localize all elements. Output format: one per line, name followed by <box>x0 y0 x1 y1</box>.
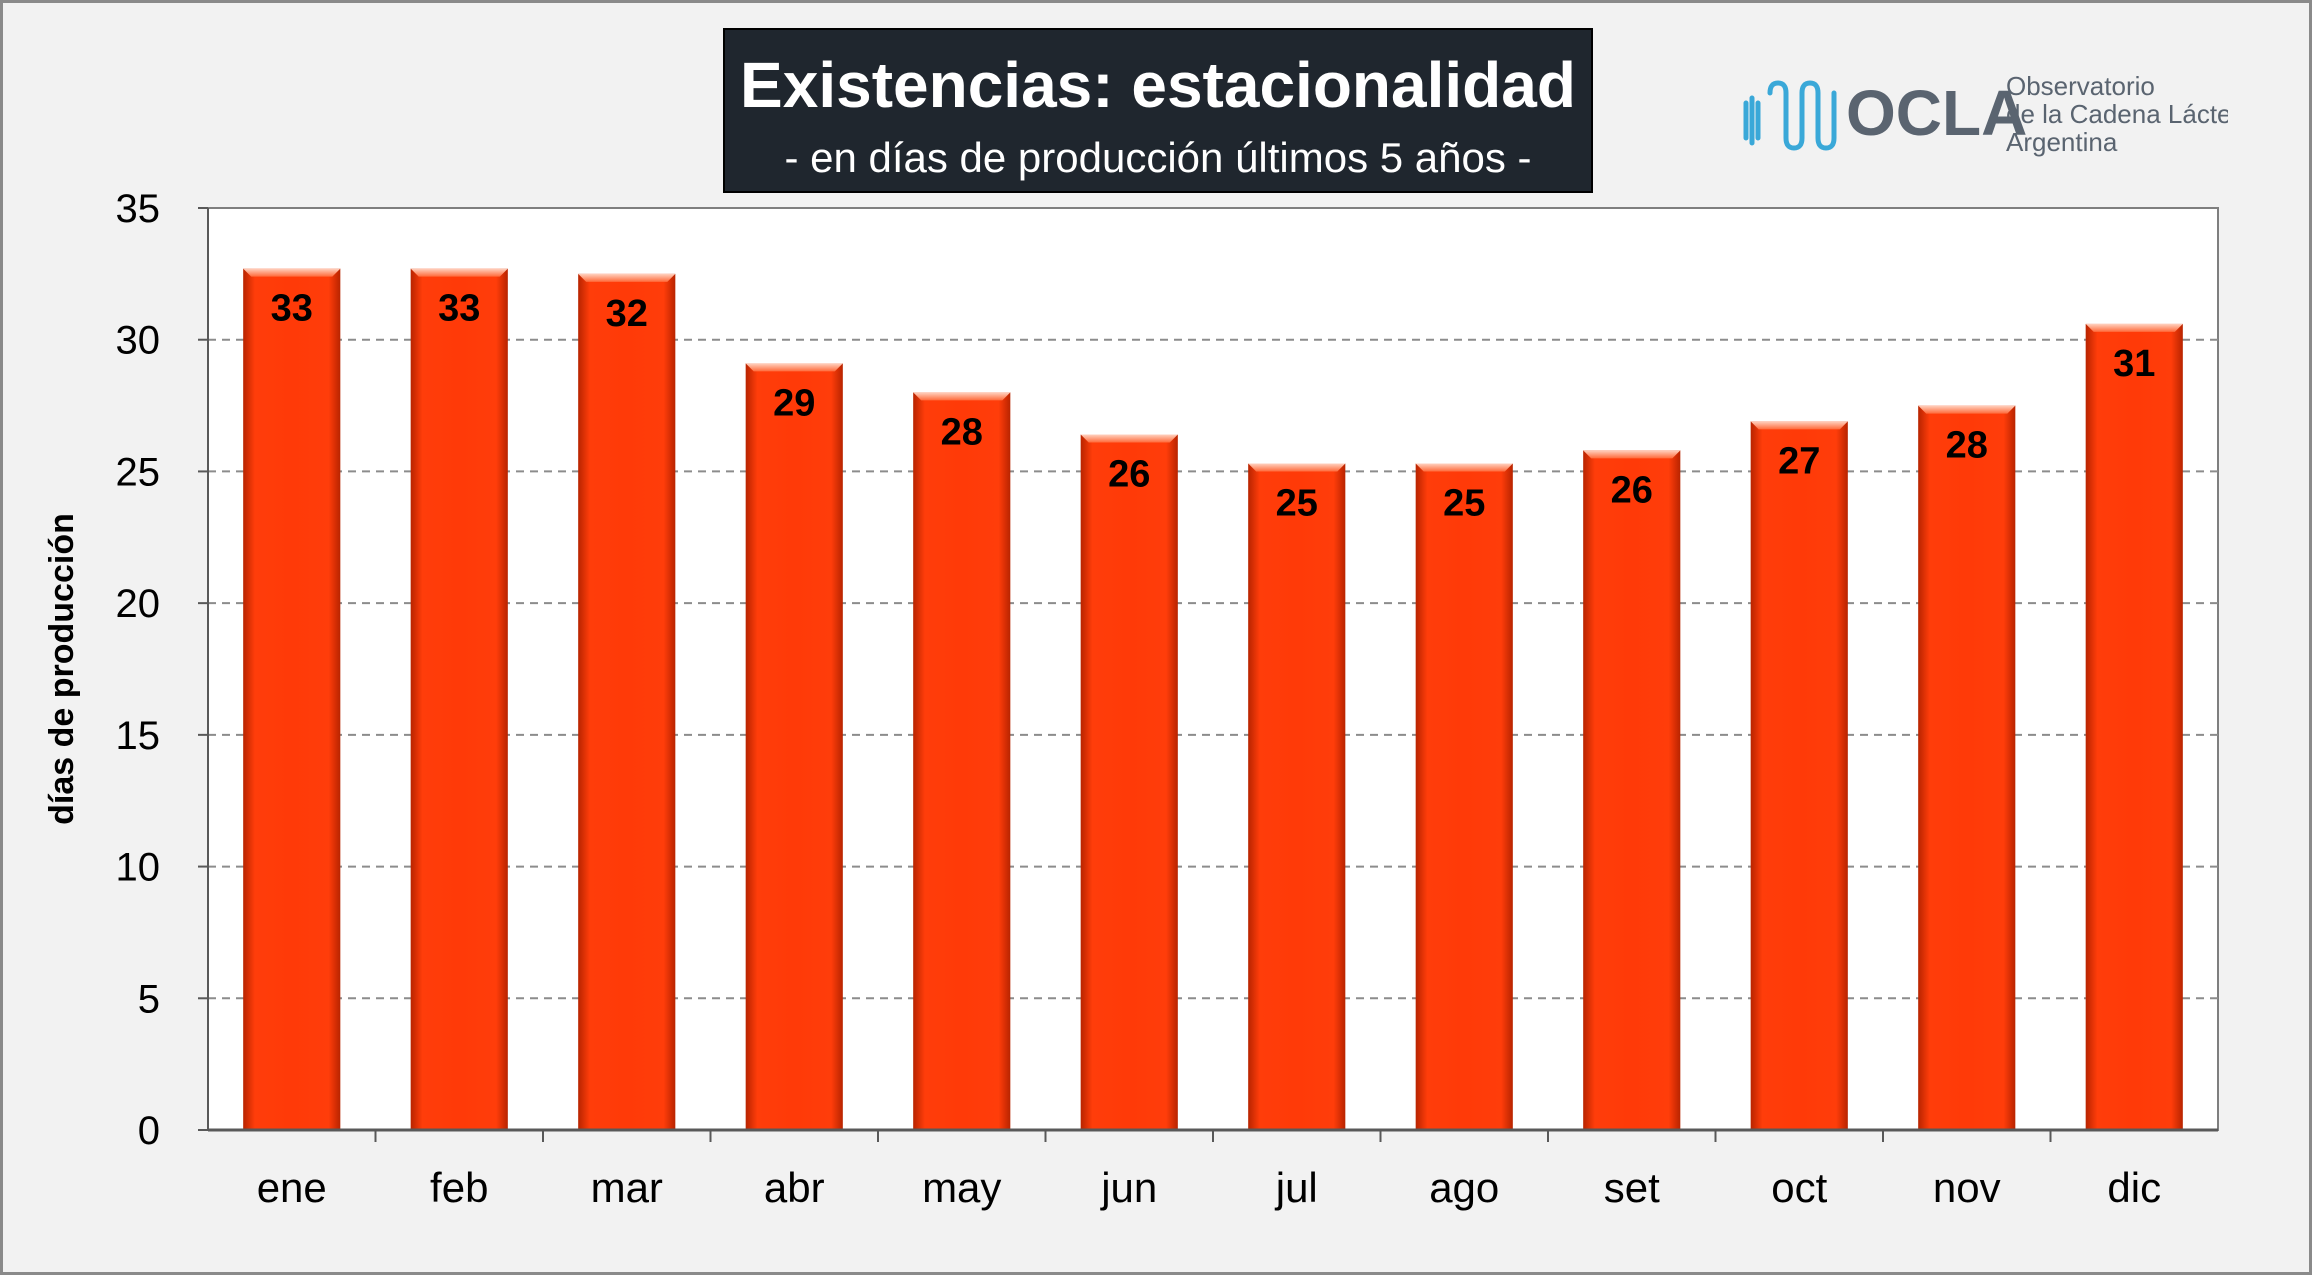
bar <box>1248 463 1346 1130</box>
data-label: 27 <box>1778 440 1820 482</box>
plot-area <box>207 207 2219 1131</box>
bar-top-bevel <box>243 268 341 277</box>
logo-wordmark: OCLA <box>1846 77 2027 149</box>
bar <box>1415 463 1513 1130</box>
y-tick-label: 25 <box>116 450 161 494</box>
data-label: 26 <box>1108 454 1150 496</box>
bar-nov: 28 <box>1918 405 2016 1131</box>
logo-line3: Argentina <box>2006 127 2118 157</box>
data-label: 33 <box>271 288 313 330</box>
title-box: Existencias: estacionalidad - en días de… <box>723 28 1593 193</box>
bar-top-bevel <box>745 363 843 372</box>
ocla-logo: OCLA Observatorio de la Cadena Láctea Ar… <box>1743 71 2228 157</box>
bar <box>1750 421 1848 1130</box>
chart-canvas: 33 33 32 29 28 26 25 25 26 27 28 31 0 5 10 15 20 25 30 35 e… <box>43 187 2219 1211</box>
bar-top-bevel <box>1415 463 1513 472</box>
data-label: 28 <box>941 411 983 453</box>
chart-title: Existencias: estacionalidad <box>740 49 1576 121</box>
y-tick-label: 30 <box>116 319 161 363</box>
bar-top-bevel <box>1248 463 1346 472</box>
data-label: 29 <box>773 382 815 424</box>
bar-jun: 26 <box>1080 434 1178 1130</box>
x-tick-label: nov <box>1933 1164 2001 1211</box>
bar <box>578 273 676 1130</box>
bar <box>410 268 508 1130</box>
bar-top-bevel <box>2085 323 2183 332</box>
x-tick-label: feb <box>430 1164 488 1211</box>
bar-feb: 33 <box>410 268 508 1130</box>
y-tick-label: 35 <box>116 187 161 231</box>
x-tick-label: jul <box>1274 1164 1318 1211</box>
x-tick-label: oct <box>1771 1164 1827 1211</box>
x-tick-label: ene <box>257 1164 327 1211</box>
data-label: 25 <box>1443 483 1485 525</box>
x-tick-label: mar <box>591 1164 663 1211</box>
x-tick-label: jun <box>1099 1164 1157 1211</box>
bar-top-bevel <box>913 392 1011 401</box>
bar <box>243 268 341 1130</box>
x-tick-label: set <box>1604 1164 1660 1211</box>
logo-line1: Observatorio <box>2006 71 2155 101</box>
x-tick-label: abr <box>764 1164 825 1211</box>
data-label: 28 <box>1946 425 1988 467</box>
y-tick-label: 10 <box>116 846 161 890</box>
bar-ago: 25 <box>1415 463 1513 1130</box>
bar-top-bevel <box>578 273 676 282</box>
data-label: 33 <box>438 288 480 330</box>
data-label: 32 <box>606 293 648 335</box>
y-tick-label: 20 <box>116 582 161 626</box>
x-tick-label: may <box>922 1164 1001 1211</box>
x-tick-label: dic <box>2107 1164 2161 1211</box>
data-label: 26 <box>1611 469 1653 511</box>
bars: 33 33 32 29 28 26 25 25 26 27 28 31 <box>243 268 2183 1131</box>
waveform-icon <box>1743 80 1837 151</box>
bar-top-bevel <box>1750 421 1848 430</box>
bar-abr: 29 <box>745 363 843 1130</box>
y-tick-label: 0 <box>138 1109 160 1153</box>
bar <box>1080 434 1178 1130</box>
bar-dic: 31 <box>2085 323 2183 1130</box>
bar-top-bevel <box>1080 434 1178 443</box>
bar <box>1918 405 2016 1131</box>
y-tick-label: 5 <box>138 977 160 1021</box>
x-tick-label: ago <box>1429 1164 1499 1211</box>
bar <box>1583 450 1681 1131</box>
bar-jul: 25 <box>1248 463 1346 1130</box>
bar <box>913 392 1011 1130</box>
bar <box>2085 323 2183 1130</box>
data-label: 25 <box>1276 483 1318 525</box>
bar <box>745 363 843 1130</box>
bar-may: 28 <box>913 392 1011 1130</box>
bar-set: 26 <box>1583 450 1681 1131</box>
logo-line2: de la Cadena Láctea <box>2006 99 2228 129</box>
data-label: 31 <box>2113 343 2155 385</box>
y-tick-label: 15 <box>116 714 161 758</box>
y-axis-label: días de producción <box>43 513 81 825</box>
bar-oct: 27 <box>1750 421 1848 1130</box>
bar-top-bevel <box>1583 450 1681 459</box>
bar-mar: 32 <box>578 273 676 1130</box>
bar-top-bevel <box>1918 405 2016 414</box>
bar-top-bevel <box>410 268 508 277</box>
axes: 0 5 10 15 20 25 30 35 ene feb mar abr may jun jul ago se… <box>116 187 2218 1211</box>
chart-subtitle: - en días de producción últimos 5 años - <box>784 134 1532 181</box>
bar-ene: 33 <box>243 268 341 1130</box>
